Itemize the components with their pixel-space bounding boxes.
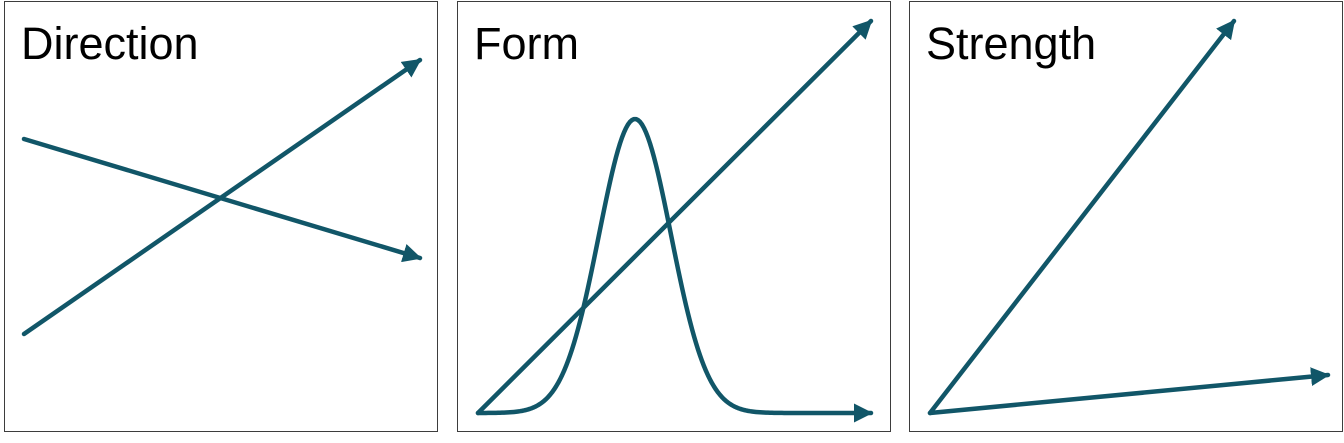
form-panel: Form (457, 1, 891, 432)
linear-trend-arrow (475, 18, 874, 416)
direction-panel: Direction (4, 1, 438, 432)
strength-title: Strength (926, 18, 1097, 69)
form-diagram (475, 18, 874, 423)
strength-diagram (927, 18, 1331, 416)
form-title: Form (474, 18, 579, 69)
decreasing-trend-arrow (21, 136, 423, 263)
direction-title: Direction (21, 18, 199, 69)
strength-panel: Strength (909, 1, 1343, 432)
nonlinear-curve-arrow (475, 116, 874, 423)
direction-diagram (21, 57, 423, 337)
weak-relationship-arrow (927, 367, 1331, 416)
strong-relationship-arrow (927, 18, 1237, 416)
